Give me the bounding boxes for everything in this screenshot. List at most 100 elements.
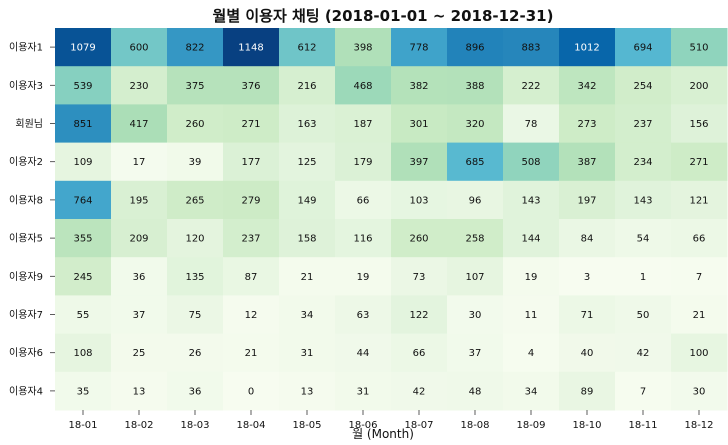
cell-value-label: 382 — [409, 81, 428, 92]
cell-value-label: 163 — [297, 119, 316, 130]
cell-value-label: 187 — [353, 119, 372, 130]
cell-value-label: 66 — [413, 348, 426, 359]
heatmap-cell — [447, 371, 504, 411]
heatmap-cell — [615, 180, 672, 220]
heatmap-cell — [279, 180, 336, 220]
heatmap-cell — [503, 142, 560, 182]
heatmap-cell — [55, 257, 112, 296]
cell-value-label: 42 — [413, 386, 426, 397]
cell-value-label: 78 — [525, 119, 538, 130]
heatmap-cell — [167, 66, 224, 105]
heatmap-cell — [55, 333, 112, 373]
cell-value-label: 39 — [189, 157, 202, 168]
heatmap-cell — [55, 28, 112, 67]
cell-value-label: 11 — [525, 310, 538, 321]
heatmap-cell — [167, 219, 224, 258]
heatmap-cell — [391, 295, 448, 335]
cell-value-label: 508 — [521, 157, 540, 168]
cell-value-label: 109 — [73, 157, 92, 168]
heatmap-cell — [671, 333, 728, 373]
cell-value-label: 121 — [689, 195, 708, 206]
x-axis-title: 월 (Month) — [352, 427, 414, 441]
cell-value-label: 21 — [693, 310, 706, 321]
heatmap-cell — [279, 295, 336, 335]
cell-value-label: 7 — [696, 272, 702, 283]
cell-value-label: 19 — [357, 272, 370, 283]
cell-value-label: 764 — [73, 195, 92, 206]
x-tick-label: 18-03 — [180, 420, 209, 431]
heatmap-cell — [503, 219, 560, 258]
cell-value-label: 397 — [409, 157, 428, 168]
heatmap-cells: 1079 600 822 1148 612 398 778 896 883 1012 694 5105… — [55, 28, 728, 411]
cell-value-label: 1 — [640, 272, 646, 283]
heatmap-cell — [447, 104, 504, 144]
cell-value-label: 122 — [409, 310, 428, 321]
cell-value-label: 694 — [633, 43, 652, 54]
heatmap-cell — [391, 257, 448, 296]
x-tick-label: 18-09 — [516, 420, 545, 431]
cell-value-label: 1148 — [238, 43, 263, 54]
x-tick-label: 18-10 — [572, 420, 601, 431]
heatmap-cell — [279, 28, 336, 67]
cell-value-label: 398 — [353, 43, 372, 54]
y-tick-label: 이용자2 — [9, 156, 43, 168]
cell-value-label: 84 — [581, 234, 594, 245]
y-tick-label: 이용자7 — [9, 309, 43, 321]
heatmap-cell — [447, 180, 504, 220]
cell-value-label: 7 — [640, 386, 646, 397]
heatmap-cell — [223, 142, 280, 182]
heatmap-cell — [223, 66, 280, 105]
y-tick-label: 이용자1 — [9, 42, 43, 54]
cell-value-label: 376 — [241, 81, 260, 92]
heatmap-cell — [335, 28, 392, 67]
cell-value-label: 13 — [301, 386, 314, 397]
cell-value-label: 158 — [297, 234, 316, 245]
cell-value-label: 254 — [633, 81, 652, 92]
heatmap-cell — [671, 257, 728, 296]
heatmap-cell — [671, 295, 728, 335]
heatmap-cell — [391, 333, 448, 373]
heatmap-cell — [615, 371, 672, 411]
heatmap-cell — [671, 180, 728, 220]
cell-value-label: 685 — [465, 157, 484, 168]
heatmap-cell — [447, 333, 504, 373]
heatmap-cell — [111, 219, 168, 258]
heatmap-cell — [615, 333, 672, 373]
cell-value-label: 612 — [297, 43, 316, 54]
heatmap-cell — [111, 295, 168, 335]
heatmap-cell — [167, 295, 224, 335]
heatmap-cell — [167, 371, 224, 411]
cell-value-label: 100 — [689, 348, 708, 359]
heatmap-cell — [223, 219, 280, 258]
heatmap-cell — [559, 219, 616, 258]
cell-value-label: 260 — [409, 234, 428, 245]
y-tick-label: 이용자5 — [9, 233, 43, 245]
cell-value-label: 31 — [301, 348, 314, 359]
cell-value-label: 883 — [521, 43, 540, 54]
cell-value-label: 265 — [185, 195, 204, 206]
heatmap-cell — [391, 371, 448, 411]
cell-value-label: 71 — [581, 310, 594, 321]
cell-value-label: 822 — [185, 43, 204, 54]
heatmap-cell — [335, 371, 392, 411]
heatmap-cell — [279, 66, 336, 105]
y-tick-label: 이용자3 — [9, 80, 43, 92]
cell-value-label: 55 — [77, 310, 90, 321]
cell-value-label: 320 — [465, 119, 484, 130]
cell-value-label: 50 — [637, 310, 650, 321]
heatmap-cell — [503, 28, 560, 67]
cell-value-label: 34 — [301, 310, 314, 321]
heatmap-cell — [167, 104, 224, 144]
cell-value-label: 66 — [357, 195, 370, 206]
heatmap-cell — [335, 295, 392, 335]
cell-value-label: 37 — [133, 310, 146, 321]
cell-value-label: 144 — [521, 234, 540, 245]
heatmap-cell — [279, 257, 336, 296]
cell-value-label: 108 — [73, 348, 92, 359]
heatmap-cell — [335, 142, 392, 182]
heatmap-cell — [223, 333, 280, 373]
heatmap-cell — [559, 28, 616, 67]
cell-value-label: 245 — [73, 272, 92, 283]
cell-value-label: 237 — [241, 234, 260, 245]
cell-value-label: 195 — [129, 195, 148, 206]
